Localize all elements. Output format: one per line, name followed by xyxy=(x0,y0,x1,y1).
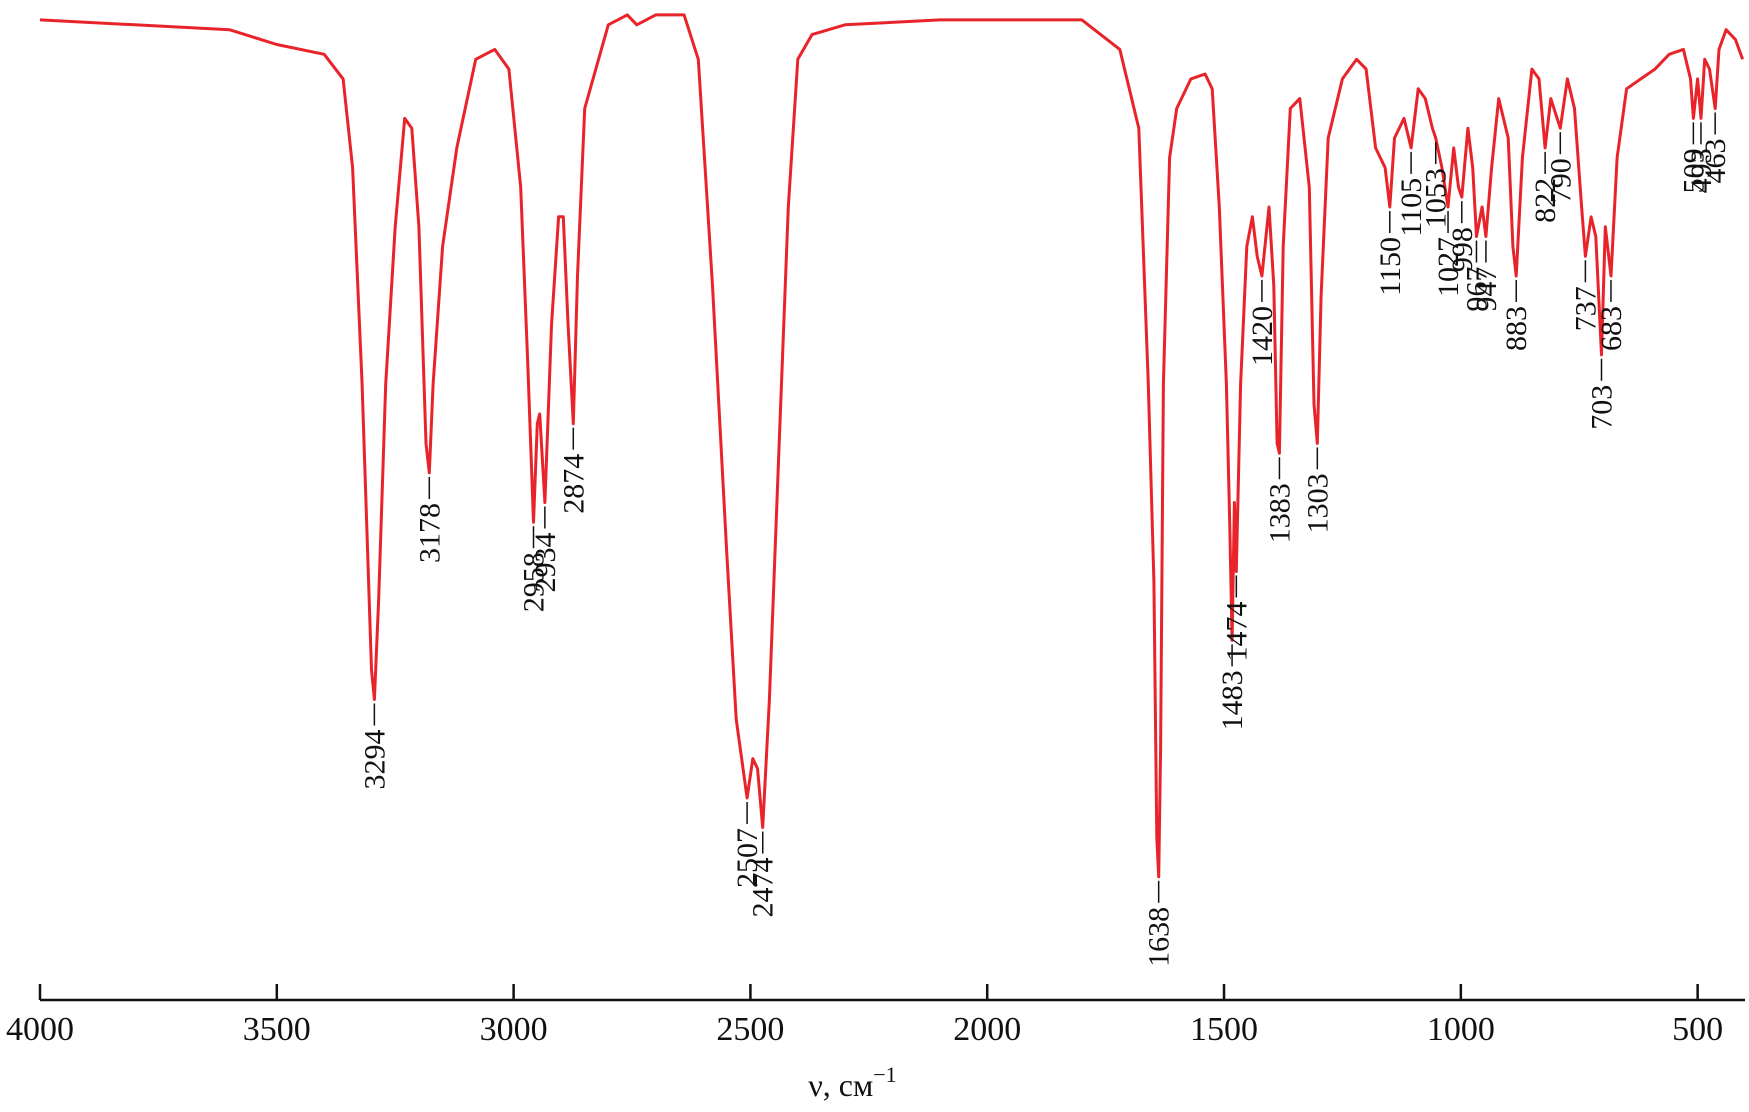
peak-label: 509 xyxy=(1677,148,1710,193)
x-axis-label-superscript: −1 xyxy=(873,1062,896,1087)
peak-annotation: 463 xyxy=(1699,112,1732,184)
peak-label: 1638 xyxy=(1143,907,1176,967)
x-tick-label: 500 xyxy=(1672,1011,1723,1048)
peak-annotation: 1638 xyxy=(1143,880,1176,967)
peak-label: 967 xyxy=(1460,267,1493,312)
peak-label: 1053 xyxy=(1420,168,1453,228)
peak-annotation: 3294 xyxy=(358,703,391,790)
peak-annotation: 1027 xyxy=(1432,211,1465,297)
peak-annotation: 1105 xyxy=(1395,151,1428,237)
peak-annotation: 2507 xyxy=(731,802,764,888)
peak-label: 822 xyxy=(1529,178,1562,223)
peak-label: 1303 xyxy=(1301,473,1334,533)
peak-label: 998 xyxy=(1446,227,1479,272)
peak-annotation: 1483 xyxy=(1216,644,1249,730)
peak-label: 703 xyxy=(1585,385,1618,430)
x-axis-label-main: ν, см xyxy=(808,1067,873,1103)
x-tick-label: 3500 xyxy=(243,1011,311,1048)
peak-label: 3178 xyxy=(413,503,446,563)
x-tick-label: 1000 xyxy=(1427,1011,1495,1048)
peak-label: 493 xyxy=(1685,148,1718,193)
peak-label: 737 xyxy=(1569,286,1602,331)
peak-annotation: 509 xyxy=(1677,122,1710,193)
peak-annotation: 1303 xyxy=(1301,447,1334,533)
peak-annotation: 703 xyxy=(1585,358,1618,430)
peak-annotation: 998 xyxy=(1446,201,1479,272)
peak-label: 1420 xyxy=(1246,306,1279,366)
peak-annotation: 1053 xyxy=(1420,142,1453,228)
peak-annotation: 883 xyxy=(1500,279,1533,351)
peak-label: 1150 xyxy=(1374,237,1407,296)
peak-annotation: 2934 xyxy=(529,506,562,593)
peak-annotation: 790 xyxy=(1544,132,1577,203)
x-tick-label: 4000 xyxy=(6,1011,74,1048)
peak-annotation: 683 xyxy=(1595,279,1628,351)
peak-label: 683 xyxy=(1595,306,1628,351)
peak-label: 883 xyxy=(1500,306,1533,351)
peak-annotation: 737 xyxy=(1569,260,1602,331)
peak-annotation: 493 xyxy=(1685,122,1718,193)
x-tick-layer: 4000 3500 3000 2500 2000 1500 1000 500 xyxy=(6,984,1723,1048)
peak-annotation: 1420 xyxy=(1246,279,1279,366)
peak-label: 1383 xyxy=(1263,483,1296,543)
x-axis-label: ν, см−1 xyxy=(808,1062,896,1103)
peak-annotation: 2958 xyxy=(518,526,551,612)
peak-annotation: 822 xyxy=(1529,151,1562,223)
peak-label: 2958 xyxy=(518,552,551,612)
peak-label: 2474 xyxy=(747,858,780,918)
x-tick-label: 2000 xyxy=(953,1011,1021,1048)
peak-label: 790 xyxy=(1544,158,1577,203)
peak-annotation: 2474 xyxy=(747,831,780,918)
peak-label: 1483 xyxy=(1216,670,1249,730)
peak-label: 2874 xyxy=(557,454,590,514)
peak-annotation: 947 xyxy=(1470,240,1503,312)
peak-label: 463 xyxy=(1699,139,1732,184)
peak-annotation: 1150 xyxy=(1374,211,1407,296)
x-tick-label: 2500 xyxy=(716,1011,784,1048)
x-tick-label: 3000 xyxy=(480,1011,548,1048)
peak-annotation: 3178 xyxy=(413,476,446,563)
peak-label: 1105 xyxy=(1395,178,1428,237)
peak-label: 1474 xyxy=(1220,601,1253,661)
peak-annotation: 2874 xyxy=(557,427,590,514)
peak-label: 3294 xyxy=(358,730,391,790)
peak-annotation: 967 xyxy=(1460,240,1493,312)
peak-annotation: 1474 xyxy=(1220,575,1253,661)
peak-label: 1027 xyxy=(1432,237,1465,297)
x-axis: 4000 3500 3000 2500 2000 1500 1000 500 ν, см−1 xyxy=(6,984,1745,1103)
x-tick-label: 1500 xyxy=(1190,1011,1258,1048)
peak-label: 947 xyxy=(1470,267,1503,312)
peak-label: 2507 xyxy=(731,828,764,888)
peak-label: 2934 xyxy=(529,533,562,593)
spectrum-line xyxy=(39,13,1745,879)
peak-annotation: 1383 xyxy=(1263,457,1296,543)
